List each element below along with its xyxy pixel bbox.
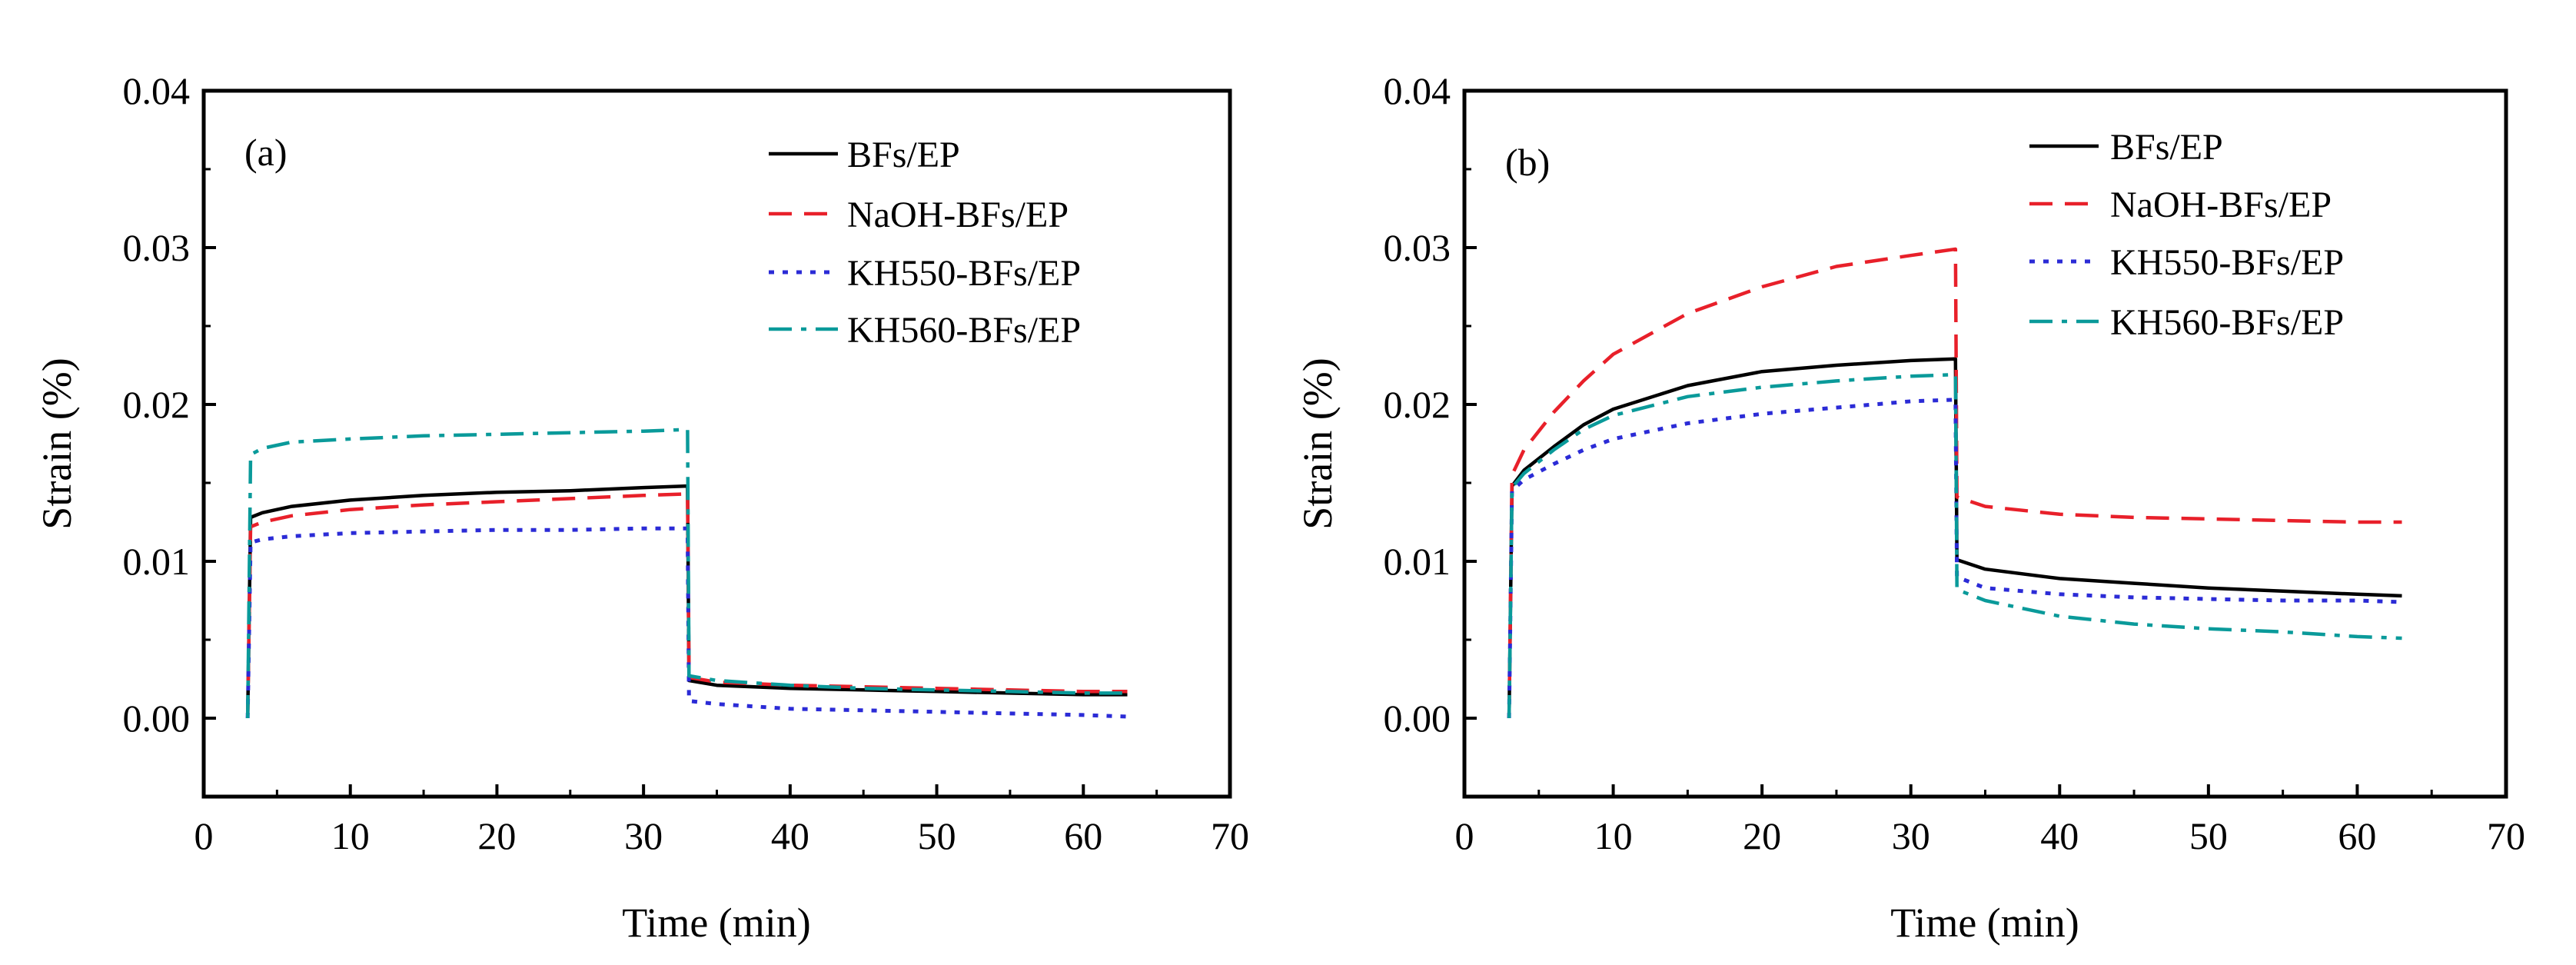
x-tick-label: 30 [624, 814, 663, 857]
legend: BFs/EP NaOH-BFs/EP KH550-BFs/EP KH560-BF… [769, 135, 1081, 351]
axis-ticks: 0 10 20 30 40 50 60 70 0.00 0.01 0.02 0.03 0.04 [1384, 69, 2526, 857]
plot-frame [1462, 88, 2508, 799]
series-line-bfs-ep [1507, 357, 2402, 719]
x-tick-label: 70 [2487, 814, 2525, 857]
y-tick-label: 0.03 [123, 226, 191, 269]
legend-label-kh550-bfs-ep: KH550-BFs/EP [847, 253, 1081, 294]
y-tick-label: 0.01 [123, 540, 191, 583]
y-tick-label: 0.00 [1384, 697, 1451, 740]
y-axis-title: Strain (%) [34, 358, 80, 529]
x-tick-label: 30 [1892, 814, 1930, 857]
y-tick-label: 0.04 [1384, 69, 1451, 112]
chart-panel-b: 0 10 20 30 40 50 60 700.000.010.020.030.04 (b) … [1295, 69, 2525, 946]
y-tick-label: 0.01 [1384, 540, 1451, 583]
series-line-kh550-bfs-ep [1507, 398, 2402, 719]
x-axis-title: Time (min) [622, 900, 811, 946]
series-line-kh560-bfs-ep [245, 428, 1128, 719]
legend-label-naoh-bfs-ep: NaOH-BFs/EP [847, 195, 1069, 235]
axis-ticks: 0 10 20 30 40 50 60 70 0.00 0.01 0.02 0.03 0.04 [123, 69, 1250, 857]
y-tick-label: 0.02 [1384, 383, 1451, 426]
legend-label-kh560-bfs-ep: KH560-BFs/EP [847, 310, 1081, 351]
legend-label-kh550-bfs-ep: KH550-BFs/EP [2110, 242, 2344, 283]
legend-label-naoh-bfs-ep: NaOH-BFs/EP [2110, 185, 2332, 225]
series-line-kh560-bfs-ep [1507, 372, 2402, 719]
data-series [245, 428, 1128, 719]
y-tick-label: 0.00 [123, 697, 191, 740]
x-tick-label: 50 [2189, 814, 2228, 857]
panel-label: (a) [244, 131, 288, 174]
series-line-naoh-bfs-ep [1507, 247, 2402, 719]
x-tick-label: 40 [2040, 814, 2079, 857]
x-tick-label: 0 [194, 814, 214, 857]
x-tick-label: 70 [1211, 814, 1249, 857]
panel-label: (b) [1505, 141, 1550, 184]
x-tick-label: 20 [1743, 814, 1781, 857]
x-tick-label: 40 [771, 814, 809, 857]
y-tick-label: 0.04 [123, 69, 191, 112]
x-tick-label: 60 [1064, 814, 1102, 857]
x-axis-title: Time (min) [1890, 900, 2079, 946]
y-tick-label: 0.02 [123, 383, 191, 426]
legend-label-kh560-bfs-ep: KH560-BFs/EP [2110, 302, 2344, 343]
data-series [1507, 247, 2402, 719]
x-tick-label: 10 [331, 814, 370, 857]
legend-label-bfs-ep: BFs/EP [847, 135, 960, 175]
y-tick-label: 0.03 [1384, 226, 1451, 269]
legend-label-bfs-ep: BFs/EP [2110, 127, 2223, 168]
x-tick-label: 10 [1594, 814, 1633, 857]
x-tick-label: 50 [918, 814, 956, 857]
plot-frame [201, 88, 1232, 799]
chart-panel-a: 0 10 20 30 40 50 60 700.000.010.020.030.04 (a) … [34, 69, 1249, 946]
x-tick-label: 20 [477, 814, 516, 857]
y-axis-title: Strain (%) [1295, 358, 1341, 529]
legend: BFs/EP NaOH-BFs/EP KH550-BFs/EP KH560-BF… [2029, 127, 2344, 343]
x-tick-label: 0 [1455, 814, 1474, 857]
x-tick-label: 60 [2338, 814, 2376, 857]
series-line-kh550-bfs-ep [245, 526, 1128, 719]
